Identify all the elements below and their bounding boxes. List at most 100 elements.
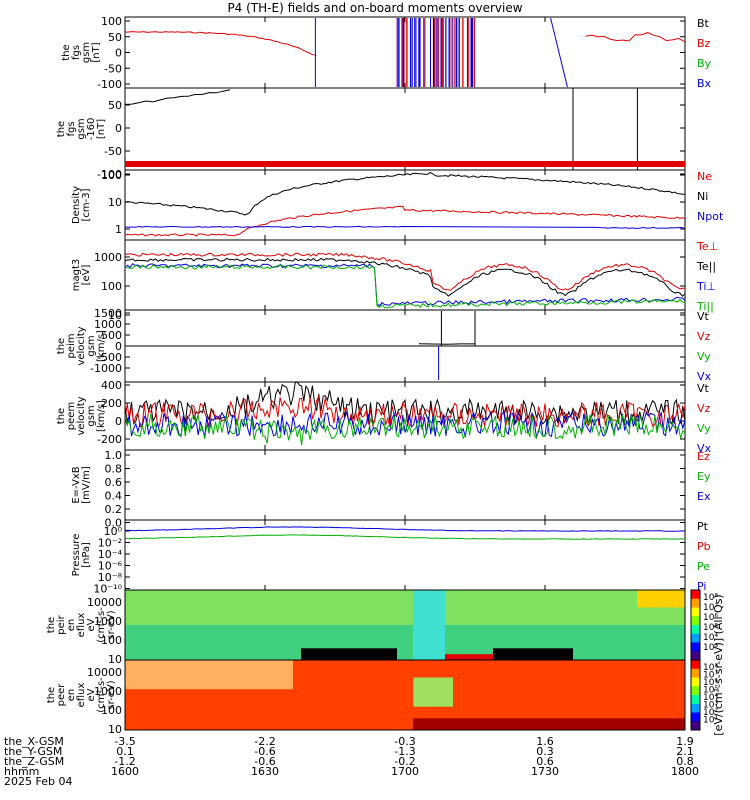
spectrogram-cell	[445, 706, 454, 713]
spectrogram-cell	[253, 595, 262, 603]
spectrogram-cell	[389, 665, 398, 673]
spectrogram-cell	[669, 601, 678, 608]
spectrogram-cell	[621, 607, 630, 614]
spectrogram-cell	[517, 677, 526, 684]
spectrogram-cell	[325, 613, 334, 620]
spectrogram-cell	[621, 712, 630, 719]
spectrogram-cell	[213, 642, 222, 649]
spectrogram-cell	[221, 613, 230, 620]
spectrogram-cell	[645, 607, 654, 614]
spectrogram-cell	[285, 695, 294, 702]
spectrogram-cell	[301, 648, 310, 655]
spectrogram-cell	[573, 665, 582, 673]
spectrogram-cell	[221, 601, 230, 608]
colorbar-tick-label: 10⁴	[703, 693, 718, 703]
spectrogram-cell	[277, 695, 286, 702]
spectrogram-cell	[365, 677, 374, 684]
spectrogram-cell	[517, 724, 526, 731]
y-axis-label-line: [km/s]	[96, 400, 107, 432]
spectrogram-cell	[493, 695, 502, 702]
spectrogram-cell	[677, 712, 686, 719]
spectrogram-cell	[389, 654, 398, 661]
spectrogram-cell	[125, 689, 134, 696]
spectrogram-cell	[669, 607, 678, 614]
spectrogram-cell	[205, 595, 214, 603]
spectrogram-cell	[261, 689, 270, 696]
spectrogram-cell	[213, 660, 222, 667]
spectrogram-cell	[469, 630, 478, 638]
y-axis-label-line: en	[66, 619, 77, 632]
spectrogram-cell	[301, 595, 310, 603]
spectrogram-cell	[605, 718, 614, 725]
spectrogram-cell	[157, 619, 166, 626]
spectrogram-cell	[573, 613, 582, 620]
spectrogram-cell	[293, 677, 302, 684]
spectrogram-cell	[669, 660, 678, 667]
spectrogram-cell	[661, 695, 670, 702]
spectrogram-cell	[269, 607, 278, 614]
spectrogram-cell	[629, 689, 638, 696]
spectrogram-cell	[205, 695, 214, 702]
spectrogram-cell	[221, 683, 230, 690]
spectrogram-cell	[573, 619, 582, 626]
spectrogram-cell	[437, 601, 446, 608]
y-tick-label: 0	[115, 415, 122, 428]
spectrogram-cell	[549, 601, 558, 608]
spectrogram-cell	[205, 718, 214, 725]
spectrogram-cell	[485, 712, 494, 719]
spectrogram-cell	[493, 595, 502, 603]
spectrogram-cell	[493, 712, 502, 719]
spectrogram-cell	[229, 619, 238, 626]
spectrogram-cell	[213, 595, 222, 603]
spectrogram-cell	[677, 689, 686, 696]
spectrogram-cell	[141, 630, 150, 638]
spectrogram-cell	[509, 706, 518, 713]
spectrogram-cell	[253, 654, 262, 661]
spectrogram-cell	[381, 613, 390, 620]
spectrogram-cell	[533, 671, 542, 678]
spectrogram-cell	[397, 706, 406, 713]
spectrogram-cell	[229, 601, 238, 608]
spectrogram-cell	[365, 689, 374, 696]
spectrogram-cell	[429, 642, 438, 649]
spectrogram-cell	[261, 671, 270, 678]
spectrogram-cell	[173, 677, 182, 684]
spectrogram-cell	[557, 607, 566, 614]
spectrogram-cell	[621, 718, 630, 725]
spectrogram-cell	[333, 718, 342, 725]
spectrogram-cell	[469, 654, 478, 661]
spectrogram-cell	[677, 677, 686, 684]
spectrogram-cell	[549, 642, 558, 649]
spectrogram-cell	[301, 671, 310, 678]
spectrogram-cell	[445, 601, 454, 608]
spectrogram-cell	[437, 683, 446, 690]
y-tick-label: -50	[104, 145, 122, 158]
spectrogram-cell	[629, 648, 638, 655]
spectrogram-cell	[157, 630, 166, 638]
spectrogram-cell	[573, 724, 582, 731]
spectrogram-cell	[317, 654, 326, 661]
spectrogram-cell	[381, 689, 390, 696]
panel-frame	[124, 87, 686, 171]
spectrogram-cell	[485, 706, 494, 713]
spectrogram-cell	[493, 700, 502, 708]
spectrogram-cell	[589, 625, 598, 632]
spectrogram-cell	[141, 724, 150, 731]
spectrogram-cell	[469, 619, 478, 626]
spectrogram-cell	[373, 607, 382, 614]
y-tick-label: 0.8	[105, 463, 123, 476]
spectrogram-cell	[173, 613, 182, 620]
spectrogram-cell	[677, 601, 686, 608]
spectrogram-cell	[597, 718, 606, 725]
spectrogram-cell	[253, 724, 262, 731]
spectrogram-cell	[261, 642, 270, 649]
spectrogram-cell	[261, 718, 270, 725]
spectrogram-cell	[661, 590, 670, 597]
spectrogram-cell	[317, 718, 326, 725]
spectrogram-cell	[253, 700, 262, 708]
spectrogram-cell	[437, 607, 446, 614]
spectrogram-cell	[589, 601, 598, 608]
spectrogram-cell	[309, 648, 318, 655]
spectrogram-cell	[277, 660, 286, 667]
